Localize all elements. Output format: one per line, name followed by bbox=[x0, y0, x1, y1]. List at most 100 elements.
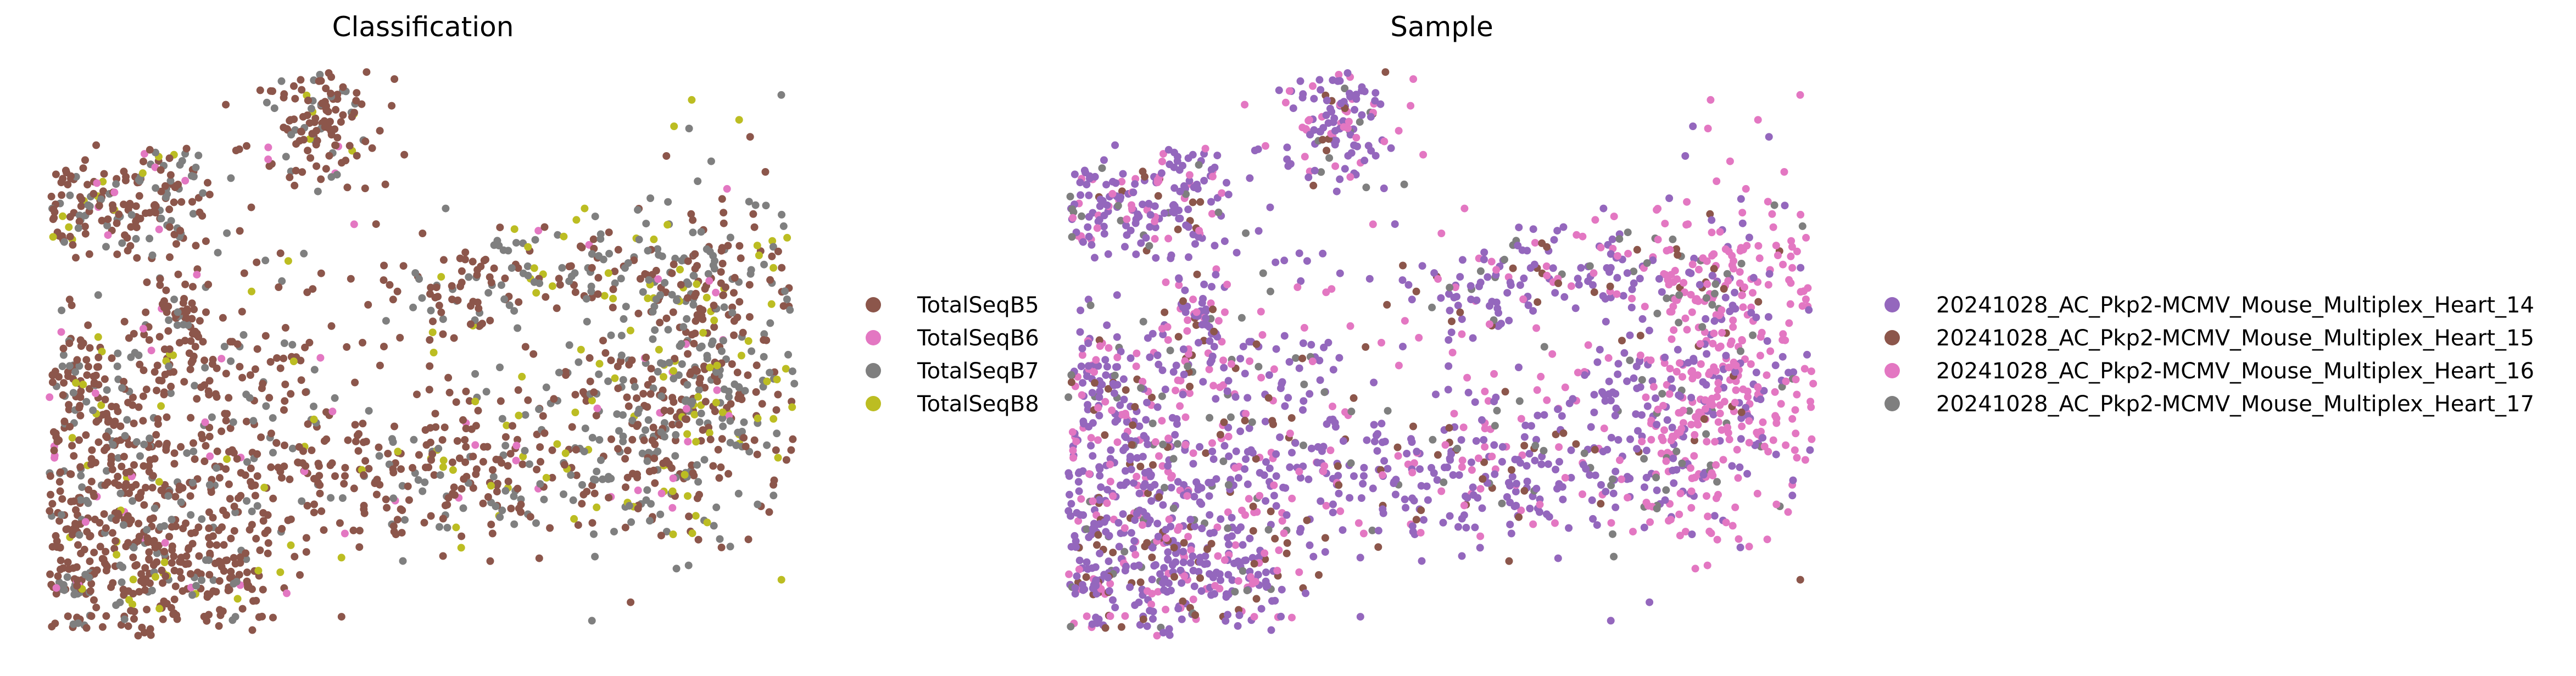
scatter-point bbox=[1718, 426, 1726, 434]
scatter-point bbox=[1463, 373, 1471, 382]
scatter-point bbox=[441, 501, 449, 510]
scatter-point bbox=[1647, 356, 1655, 365]
scatter-point bbox=[1094, 531, 1102, 539]
scatter-point bbox=[1788, 415, 1797, 423]
scatter-point bbox=[628, 416, 637, 424]
scatter-point bbox=[1339, 437, 1347, 445]
scatter-point bbox=[1246, 357, 1254, 365]
scatter-point bbox=[517, 500, 525, 509]
scatter-point bbox=[1176, 214, 1184, 222]
scatter-point bbox=[296, 571, 304, 579]
scatter-point bbox=[288, 444, 297, 452]
scatter-point bbox=[227, 534, 235, 543]
scatter-point bbox=[1080, 166, 1089, 175]
scatter-point bbox=[726, 543, 734, 551]
scatter-point bbox=[164, 492, 172, 500]
scatter-point bbox=[343, 343, 351, 351]
scatter-point bbox=[1167, 586, 1175, 595]
scatter-point bbox=[1626, 331, 1634, 339]
scatter-point bbox=[740, 418, 748, 426]
scatter-point bbox=[1448, 317, 1456, 326]
scatter-point bbox=[1206, 511, 1214, 519]
scatter-point bbox=[1231, 588, 1239, 596]
scatter-point bbox=[218, 355, 226, 363]
scatter-point bbox=[1139, 521, 1146, 529]
scatter-point bbox=[193, 271, 201, 279]
scatter-point bbox=[86, 587, 94, 595]
scatter-point bbox=[1066, 192, 1074, 200]
scatter-point bbox=[1262, 497, 1270, 505]
scatter-point bbox=[677, 281, 685, 289]
scatter-point bbox=[427, 456, 436, 464]
scatter-point bbox=[1655, 275, 1663, 283]
scatter-point bbox=[1164, 548, 1172, 556]
scatter-point bbox=[1219, 381, 1228, 389]
scatter-point bbox=[753, 450, 761, 459]
scatter-point bbox=[1222, 617, 1230, 625]
scatter-point bbox=[1074, 517, 1083, 525]
scatter-point bbox=[1159, 629, 1167, 636]
scatter-point bbox=[209, 513, 217, 522]
scatter-point bbox=[1498, 443, 1507, 451]
scatter-point bbox=[398, 506, 406, 515]
scatter-point bbox=[1709, 339, 1717, 348]
scatter-point bbox=[140, 501, 148, 509]
scatter-point bbox=[1663, 294, 1671, 303]
scatter-point bbox=[760, 353, 768, 361]
scatter-point bbox=[786, 306, 794, 314]
scatter-point bbox=[1250, 560, 1258, 568]
scatter-point bbox=[1787, 252, 1795, 260]
scatter-point bbox=[46, 393, 54, 401]
scatter-point bbox=[1437, 487, 1446, 495]
scatter-point bbox=[1252, 595, 1261, 603]
scatter-point bbox=[501, 442, 510, 450]
scatter-point bbox=[1148, 554, 1156, 561]
scatter-point bbox=[1123, 231, 1131, 239]
scatter-point bbox=[1097, 483, 1105, 491]
scatter-point bbox=[1277, 612, 1285, 621]
scatter-point bbox=[1553, 227, 1562, 235]
scatter-point bbox=[540, 495, 548, 504]
scatter-point bbox=[697, 228, 705, 236]
scatter-point bbox=[746, 270, 755, 278]
scatter-point bbox=[1189, 567, 1197, 574]
scatter-point bbox=[1674, 345, 1682, 354]
legend-label: TotalSeqB5 bbox=[917, 293, 1039, 318]
scatter-point bbox=[1133, 510, 1141, 518]
scatter-point bbox=[1220, 556, 1229, 564]
scatter-point bbox=[161, 481, 169, 489]
scatter-point bbox=[607, 435, 615, 443]
scatter-point bbox=[1083, 612, 1091, 621]
scatter-point bbox=[1339, 526, 1347, 534]
scatter-point bbox=[595, 252, 603, 260]
scatter-point bbox=[1614, 360, 1622, 368]
scatter-point bbox=[1224, 423, 1233, 432]
scatter-point bbox=[124, 399, 132, 407]
scatter-point bbox=[1710, 329, 1718, 338]
scatter-point bbox=[710, 301, 718, 310]
scatter-point bbox=[205, 590, 214, 599]
scatter-point bbox=[668, 394, 677, 402]
scatter-point bbox=[108, 465, 116, 473]
scatter-point bbox=[754, 414, 762, 422]
scatter-point bbox=[304, 147, 312, 155]
scatter-point bbox=[120, 452, 128, 461]
scatter-point bbox=[65, 401, 73, 409]
scatter-point bbox=[1607, 396, 1615, 405]
scatter-point bbox=[1155, 493, 1163, 501]
scatter-point bbox=[146, 146, 154, 154]
scatter-point bbox=[425, 386, 433, 394]
scatter-point bbox=[1469, 334, 1477, 342]
scatter-point bbox=[1507, 529, 1515, 538]
scatter-point bbox=[286, 475, 294, 483]
scatter-point bbox=[1463, 494, 1471, 502]
scatter-point bbox=[81, 230, 90, 238]
scatter-point bbox=[1647, 435, 1655, 444]
scatter-point bbox=[1164, 146, 1173, 154]
scatter-point bbox=[540, 429, 549, 437]
scatter-point bbox=[188, 198, 196, 206]
scatter-point bbox=[1806, 446, 1814, 454]
scatter-point bbox=[1186, 389, 1194, 398]
scatter-point bbox=[1212, 265, 1220, 273]
